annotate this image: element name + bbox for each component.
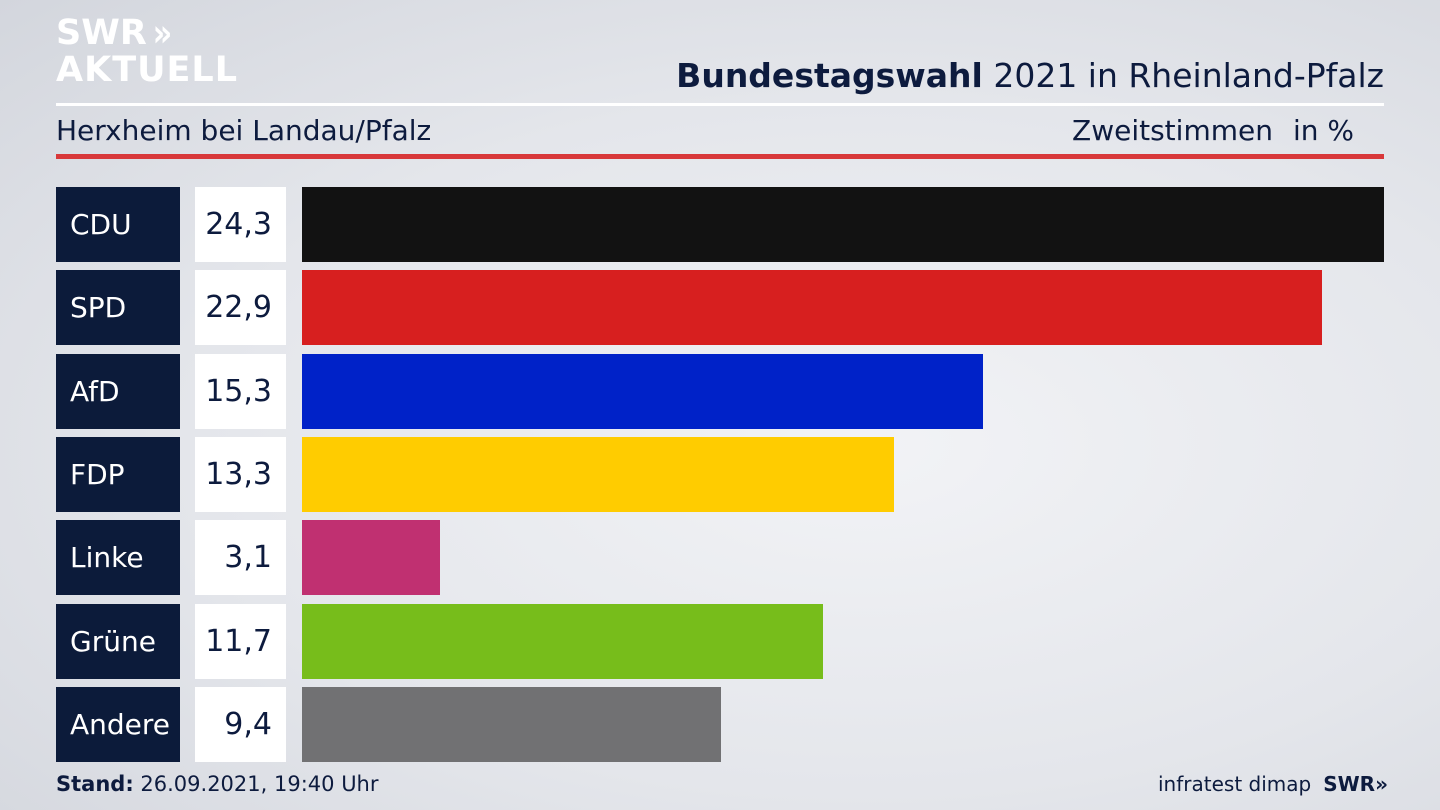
- measure-name: Zweitstimmen: [1072, 114, 1273, 147]
- accent-divider: [56, 154, 1384, 159]
- measure-label: Zweitstimmen in %: [1072, 114, 1354, 147]
- chart-title-rest: 2021 in Rheinland-Pfalz: [993, 56, 1384, 95]
- source-credit: infratest dimap SWR»: [1158, 772, 1388, 796]
- category-label: Andere: [56, 686, 180, 762]
- value-label: 11,7: [195, 603, 286, 679]
- value-label: 24,3: [195, 187, 286, 262]
- chart-title-bold: Bundestagswahl: [676, 56, 983, 95]
- bar-row-fdp: FDP 13,3: [0, 436, 1440, 512]
- timestamp: Stand: 26.09.2021, 19:40 Uhr: [56, 772, 379, 796]
- header-divider: [56, 103, 1384, 106]
- value-label: 9,4: [195, 686, 286, 762]
- timestamp-label: Stand:: [56, 772, 134, 796]
- swr-aktuell-logo: SWR » AKTUELL: [56, 14, 238, 88]
- bar-row-cdu: CDU 24,3: [0, 187, 1440, 262]
- category-label: Linke: [56, 520, 180, 596]
- bar-linke: [302, 520, 440, 596]
- bar-row-andere: Andere 9,4: [0, 686, 1440, 762]
- value-label: 13,3: [195, 436, 286, 512]
- chart-title: Bundestagswahl 2021 in Rheinland-Pfalz: [676, 56, 1384, 95]
- timestamp-value: 26.09.2021, 19:40 Uhr: [140, 772, 379, 796]
- footer-logo-text: SWR: [1323, 772, 1376, 796]
- bar-row-grüne: Grüne 11,7: [0, 603, 1440, 679]
- category-label: AfD: [56, 353, 180, 429]
- value-label: 3,1: [195, 520, 286, 596]
- value-label: 22,9: [195, 270, 286, 346]
- logo-swr-text: SWR: [56, 12, 147, 53]
- bar-cdu: [302, 187, 1384, 262]
- footer-swr-logo: SWR»: [1323, 772, 1388, 796]
- bar-row-linke: Linke 3,1: [0, 520, 1440, 596]
- category-label: CDU: [56, 187, 180, 262]
- category-label: FDP: [56, 436, 180, 512]
- bar-grüne: [302, 603, 823, 679]
- value-label: 15,3: [195, 353, 286, 429]
- location-label: Herxheim bei Landau/Pfalz: [56, 114, 432, 147]
- source-name: infratest dimap: [1158, 772, 1312, 796]
- bar-row-spd: SPD 22,9: [0, 270, 1440, 346]
- category-label: Grüne: [56, 603, 180, 679]
- category-label: SPD: [56, 270, 180, 346]
- bar-spd: [302, 270, 1322, 346]
- logo-aktuell-text: AKTUELL: [56, 50, 239, 90]
- measure-unit: in %: [1292, 114, 1354, 147]
- bar-andere: [302, 686, 721, 762]
- bar-afd: [302, 353, 983, 429]
- bar-row-afd: AfD 15,3: [0, 353, 1440, 429]
- bar-fdp: [302, 436, 894, 512]
- footer-chevron-icon: »: [1375, 772, 1388, 796]
